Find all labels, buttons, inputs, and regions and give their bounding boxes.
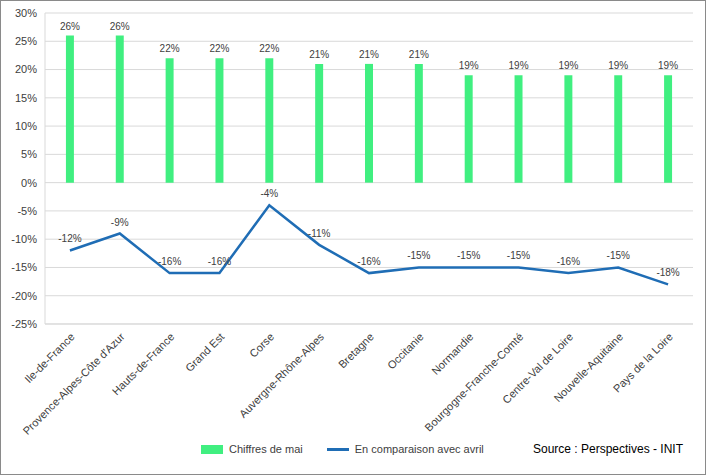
svg-text:10%: 10% <box>15 120 37 132</box>
svg-text:Centre-Val de Loire: Centre-Val de Loire <box>500 330 576 406</box>
svg-text:Grand Est: Grand Est <box>183 330 227 374</box>
svg-text:25%: 25% <box>15 35 37 47</box>
svg-text:0%: 0% <box>21 177 37 189</box>
svg-text:5%: 5% <box>21 148 37 160</box>
svg-text:-20%: -20% <box>11 290 37 302</box>
svg-text:-16%: -16% <box>557 256 580 267</box>
svg-text:-15%: -15% <box>457 250 480 261</box>
svg-text:Provence-Alpes-Côte d'Azur: Provence-Alpes-Côte d'Azur <box>20 330 127 437</box>
svg-text:22%: 22% <box>160 43 180 54</box>
svg-text:-10%: -10% <box>11 233 37 245</box>
svg-text:Ile-de-France: Ile-de-France <box>22 330 77 385</box>
svg-text:-12%: -12% <box>58 233 81 244</box>
svg-text:-15%: -15% <box>11 261 37 273</box>
html-text:Chiffres de mai: Chiffres de mai <box>229 443 303 455</box>
svg-text:-16%: -16% <box>357 256 380 267</box>
svg-text:-9%: -9% <box>111 217 129 228</box>
svg-text:-4%: -4% <box>260 188 278 199</box>
svg-text:Normandie: Normandie <box>429 330 476 377</box>
svg-text:-5%: -5% <box>17 205 37 217</box>
svg-text:Bretagne: Bretagne <box>336 330 376 370</box>
svg-text:Pays de la Loire: Pays de la Loire <box>611 330 675 394</box>
svg-text:19%: 19% <box>459 60 479 71</box>
svg-text:-15%: -15% <box>507 250 530 261</box>
svg-text:26%: 26% <box>60 21 80 32</box>
svg-text:19%: 19% <box>558 60 578 71</box>
svg-text:20%: 20% <box>15 63 37 75</box>
svg-text:Hauts-de-France: Hauts-de-France <box>110 330 177 397</box>
svg-text:22%: 22% <box>209 43 229 54</box>
svg-text:-11%: -11% <box>308 228 331 239</box>
svg-text:21%: 21% <box>359 49 379 60</box>
svg-text:30%: 30% <box>15 7 37 19</box>
svg-text:Auvergne-Rhône-Alpes: Auvergne-Rhône-Alpes <box>237 330 327 420</box>
svg-text:21%: 21% <box>409 49 429 60</box>
svg-text:19%: 19% <box>509 60 529 71</box>
svg-text:Occitanie: Occitanie <box>385 330 426 371</box>
svg-text:Corse: Corse <box>247 330 276 359</box>
html-text:Source : Perspectives - INIT: Source : Perspectives - INIT <box>533 442 683 456</box>
svg-text:-18%: -18% <box>656 267 679 278</box>
svg-text:-15%: -15% <box>607 250 630 261</box>
svg-text:19%: 19% <box>608 60 628 71</box>
svg-text:-16%: -16% <box>158 256 181 267</box>
svg-text:Nouvelle-Aquitaine: Nouvelle-Aquitaine <box>551 330 625 404</box>
svg-text:-16%: -16% <box>208 256 231 267</box>
svg-text:22%: 22% <box>259 43 279 54</box>
svg-text:21%: 21% <box>309 49 329 60</box>
svg-text:15%: 15% <box>15 92 37 104</box>
svg-text:26%: 26% <box>110 21 130 32</box>
svg-text:-15%: -15% <box>407 250 430 261</box>
svg-text:Bourgogne-Franche-Comté: Bourgogne-Franche-Comté <box>422 330 525 433</box>
svg-text:19%: 19% <box>658 60 678 71</box>
html-text:En comparaison avec avril: En comparaison avec avril <box>354 443 484 455</box>
svg-text:-25%: -25% <box>11 318 37 330</box>
